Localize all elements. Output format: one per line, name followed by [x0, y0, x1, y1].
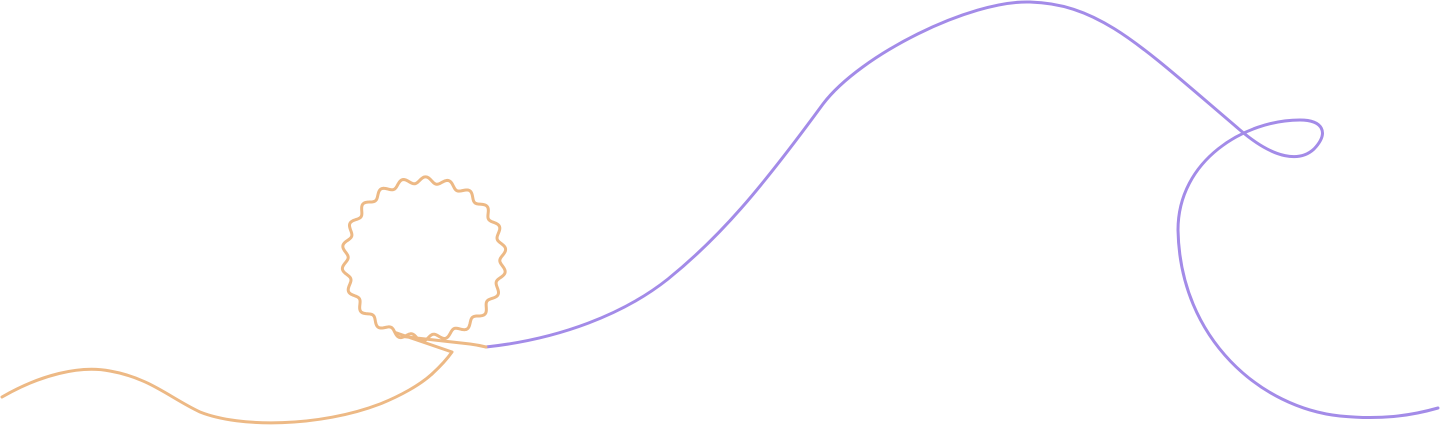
orange-wavy-loop — [340, 175, 508, 376]
purple-decorative-line — [484, 0, 1440, 420]
orange-decorative-line — [0, 367, 434, 425]
